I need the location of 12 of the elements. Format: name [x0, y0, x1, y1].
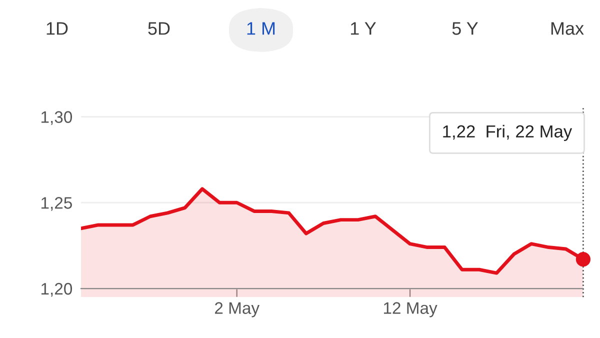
text: 1 Y: [350, 22, 376, 35]
text: 5 Y: [452, 22, 478, 35]
x-tick-label: 12 May: [384, 302, 438, 318]
y-tick-label: 1,30: [42, 111, 72, 125]
text: 1D: [46, 22, 68, 35]
x-tick-label: 2 May: [215, 302, 260, 318]
text: 1 M: [247, 22, 275, 35]
y-tick-label: 1,25: [42, 197, 72, 211]
text: Max: [551, 22, 584, 35]
y-tick-label: 1,20: [42, 282, 72, 297]
annotation: 1,22 Fri, 22 May: [443, 124, 572, 142]
text: 5D: [148, 22, 170, 35]
